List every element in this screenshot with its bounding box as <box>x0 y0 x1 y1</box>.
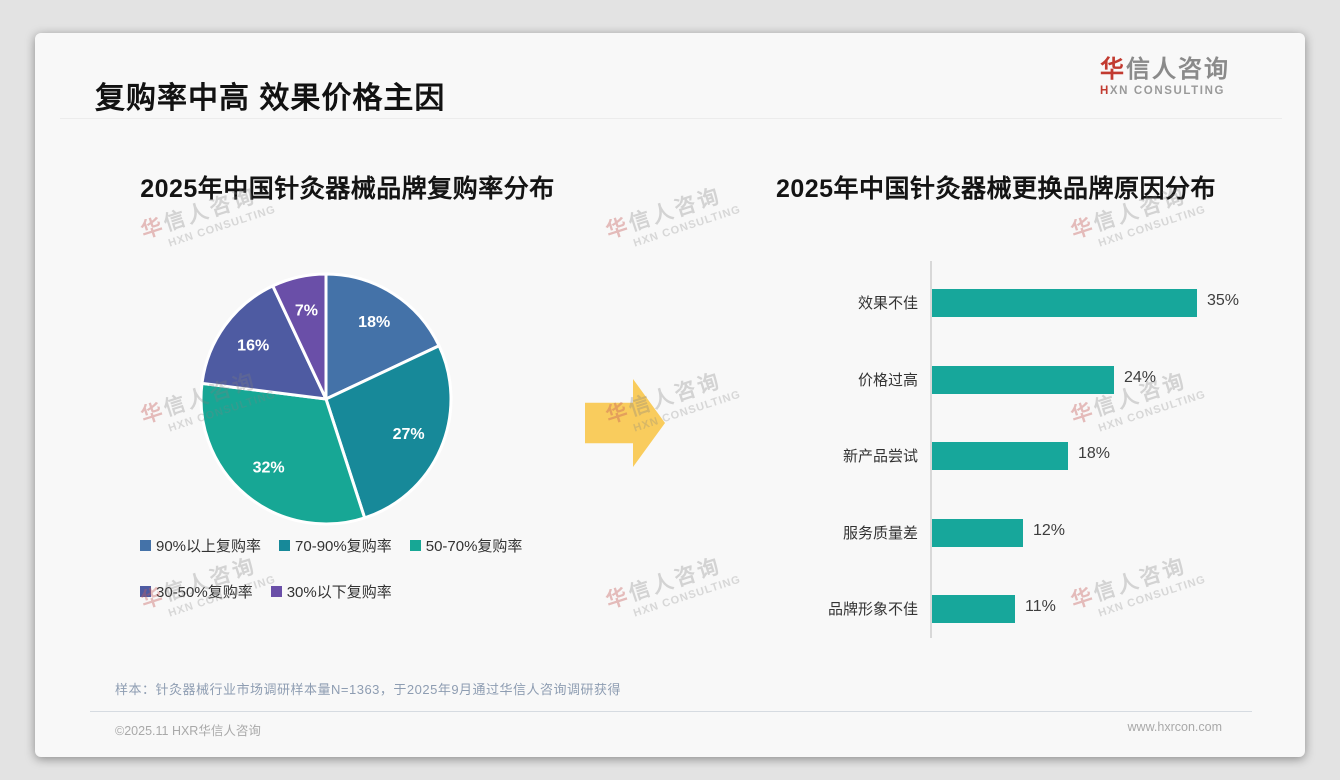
bar-value-label: 18% <box>1078 445 1111 462</box>
bar-rect <box>932 289 1197 317</box>
legend-label: 30%以下复购率 <box>286 584 392 601</box>
pie-data-label: 18% <box>358 314 390 331</box>
bar-rect <box>932 595 1015 623</box>
pie-slice <box>200 284 328 401</box>
pie-data-label: 27% <box>393 426 425 443</box>
pie-slice <box>324 272 441 401</box>
bar-chart-title: 2025年中国针灸器械更换品牌原因分布 <box>775 175 1217 203</box>
legend-swatch-icon <box>270 586 282 597</box>
legend-item: 90%以上复购率 <box>140 535 261 556</box>
pie-chart: 18% 27% 32% 16% 7% <box>176 249 476 549</box>
watermark-en-text: HXN CONSULTING <box>1097 388 1208 435</box>
watermark: 华信人咨询 HXN CONSULTING <box>1068 538 1242 629</box>
logo-en-text: HXN CONSULTING <box>1100 85 1226 98</box>
bar-rect <box>932 442 1068 470</box>
legend-label: 50-70%复购率 <box>425 538 523 555</box>
bar-category-label: 品牌形象不佳 <box>827 601 918 618</box>
page-title: 复购率中高 效果价格主因 <box>95 82 446 115</box>
pie-data-label: 7% <box>295 302 318 319</box>
legend-item: 30%以下复购率 <box>270 581 392 602</box>
legend-label: 70-90%复购率 <box>295 538 392 555</box>
bar-chart-axis <box>930 261 932 638</box>
company-logo: 华信人咨询 HXN CONSULTING <box>1100 56 1230 98</box>
copyright-text: ©2025.11 HXR华信人咨询 <box>115 724 261 738</box>
legend-row: 30-50%复购率 30%以下复购率 <box>140 581 630 602</box>
pie-chart-svg: 18% 27% 32% 16% 7% <box>199 272 453 526</box>
legend-label: 30-50%复购率 <box>156 584 253 601</box>
pie-slice <box>199 381 367 526</box>
legend-item: 50-70%复购率 <box>409 535 523 556</box>
bar-category-label: 新产品尝试 <box>842 448 918 465</box>
pie-slice <box>271 272 328 401</box>
legend-row: 90%以上复购率 70-90%复购率 50-70%复购率 <box>140 535 630 556</box>
footer-divider <box>90 711 1252 712</box>
bar-category-label: 服务质量差 <box>842 524 918 542</box>
website-text: www.hxrcon.com <box>1127 720 1222 734</box>
legend-label: 90%以上复购率 <box>156 538 262 555</box>
legend-item: 30-50%复购率 <box>140 581 253 602</box>
pie-data-label: 16% <box>237 337 269 354</box>
logo-cn-text: 华信人咨询 <box>1100 56 1230 83</box>
pie-slice <box>324 344 453 520</box>
bar-value-label: 11% <box>1025 598 1056 615</box>
header-divider <box>60 118 1282 119</box>
legend-swatch-icon <box>140 586 151 597</box>
sample-note: 样本：针灸器械行业市场调研样本量N=1363，于2025年9月通过华信人咨询调研… <box>115 682 622 697</box>
legend-swatch-icon <box>279 540 291 551</box>
pie-chart-title: 2025年中国针灸器械品牌复购率分布 <box>140 175 555 203</box>
bar-value-label: 12% <box>1033 521 1066 539</box>
pie-legend: 90%以上复购率 70-90%复购率 50-70%复购率 30-50%复购率 30%以下… <box>140 535 630 627</box>
slide-card: 复购率中高 效果价格主因 华信人咨询 HXN CONSULTING 2025年中… <box>35 33 1305 757</box>
watermark-cn-text: 华信人咨询 <box>603 184 725 244</box>
bar-value-label: 24% <box>1124 368 1157 386</box>
legend-swatch-icon <box>409 540 421 551</box>
legend-item: 70-90%复购率 <box>279 535 392 556</box>
watermark: 华信人咨询 HXN CONSULTING <box>603 168 777 259</box>
legend-swatch-icon <box>140 540 151 551</box>
bar-category-label: 价格过高 <box>857 371 918 389</box>
watermark-cn-text: 华信人咨询 <box>1068 554 1190 614</box>
bar-category-label: 效果不佳 <box>857 295 918 312</box>
pie-data-label: 32% <box>253 460 285 477</box>
watermark-en-text: HXN CONSULTING <box>632 573 743 620</box>
bar-value-label: 35% <box>1207 292 1240 309</box>
watermark-en-text: HXN CONSULTING <box>1097 573 1208 620</box>
bar-rect <box>932 518 1023 547</box>
bar-rect <box>932 365 1114 394</box>
arrow-right-icon <box>585 379 665 467</box>
